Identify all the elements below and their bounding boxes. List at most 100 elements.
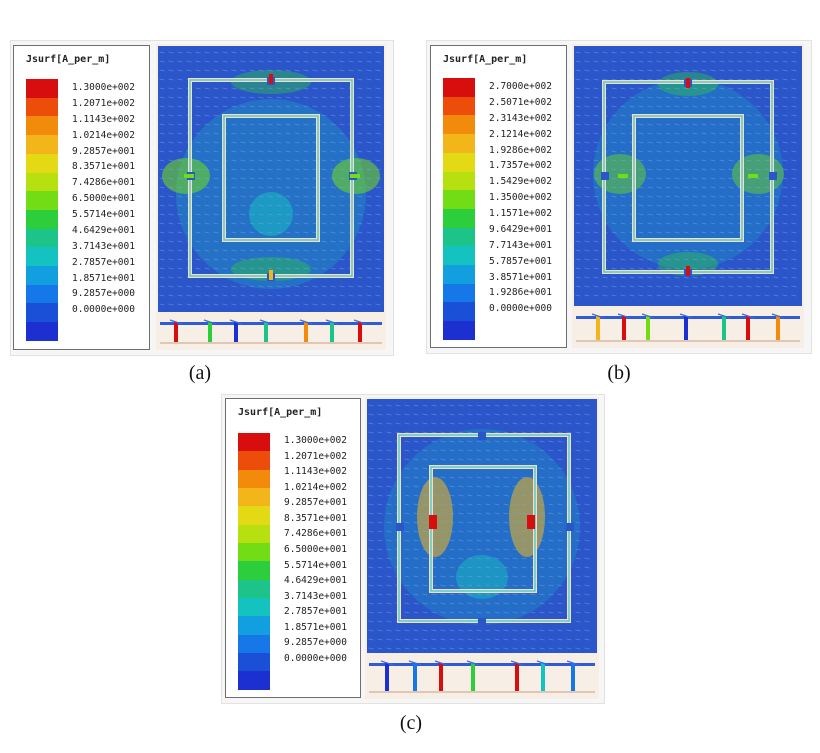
current-arrow [368,557,374,560]
current-arrow [357,258,363,261]
current-arrow [539,647,545,650]
current-arrow [195,60,201,63]
colorbar-tick-label: 0.0000e+000 [489,303,552,315]
current-arrow [213,249,219,252]
panel-a-tick-labels: 1.3000e+002 1.2071e+002 1.1143e+002 1.0214e… [72,80,135,318]
colorbar-swatch [443,265,475,284]
current-arrow [357,105,363,108]
current-arrow [575,422,581,425]
current-arrow [620,231,626,234]
current-arrow [575,231,581,234]
current-arrow [204,114,210,117]
current-arrow [683,105,689,108]
cross-section-arrow [717,313,731,319]
current-arrow [213,105,219,108]
current-arrow [204,213,210,216]
current-arrow [348,51,354,54]
current-arrow [440,521,446,524]
current-arrow [557,458,563,461]
current-arrow [377,476,383,479]
current-arrow [755,240,761,243]
current-arrow [213,168,219,171]
current-arrow [539,593,545,596]
current-arrow [177,267,183,270]
current-arrow [503,449,509,452]
current-arrow [575,150,581,153]
current-arrow [458,494,464,497]
current-arrow [575,114,581,117]
current-arrow [395,431,401,434]
current-arrow [249,249,255,252]
current-arrow [755,267,761,270]
current-arrow [348,285,354,288]
current-arrow [746,78,752,81]
current-arrow [258,96,264,99]
current-arrow [746,186,752,189]
current-arrow [593,51,599,54]
current-arrow [791,132,797,135]
current-arrow [476,404,482,407]
current-arrow [584,195,590,198]
current-arrow [312,285,318,288]
current-arrow [701,132,707,135]
colorbar-swatch [238,653,270,672]
current-arrow [620,114,626,117]
current-arrow [755,123,761,126]
current-arrow [276,222,282,225]
current-arrow [548,611,554,614]
current-arrow [557,422,563,425]
current-arrow [467,494,473,497]
current-arrow [159,204,165,207]
current-arrow [467,548,473,551]
current-arrow [566,629,572,632]
current-arrow [476,512,482,515]
current-arrow [503,593,509,596]
current-arrow [611,78,617,81]
current-arrow [258,51,264,54]
current-arrow [701,141,707,144]
current-arrow [638,267,644,270]
current-arrow [494,647,500,650]
current-arrow [575,494,581,497]
current-arrow [647,276,653,279]
current-arrow [366,60,372,63]
current-arrow [557,485,563,488]
current-arrow [791,105,797,108]
current-arrow [276,303,282,306]
current-arrow [285,51,291,54]
current-arrow [258,168,264,171]
current-arrow [494,431,500,434]
current-arrow [746,168,752,171]
current-arrow [791,222,797,225]
current-arrow [339,285,345,288]
current-arrow [557,467,563,470]
current-arrow [530,449,536,452]
colorbar-swatch [443,115,475,135]
colorbar-swatch [238,433,270,452]
current-arrow [458,602,464,605]
current-arrow [791,285,797,288]
current-arrow [584,449,590,452]
current-arrow [674,195,680,198]
current-arrow [177,204,183,207]
current-arrow [348,60,354,63]
current-arrow [755,141,761,144]
current-arrow [476,647,482,650]
current-arrow [276,96,282,99]
current-arrow [213,159,219,162]
current-arrow [330,87,336,90]
current-arrow [764,177,770,180]
current-arrow [503,638,509,641]
colorbar-swatch [443,171,475,191]
current-arrow [377,539,383,542]
current-arrow [575,485,581,488]
current-arrow [422,404,428,407]
current-arrow [701,78,707,81]
current-arrow [557,512,563,515]
current-arrow [422,458,428,461]
current-arrow [611,150,617,153]
current-arrow [575,521,581,524]
current-arrow [665,204,671,207]
current-arrow [611,69,617,72]
current-arrow [728,267,734,270]
